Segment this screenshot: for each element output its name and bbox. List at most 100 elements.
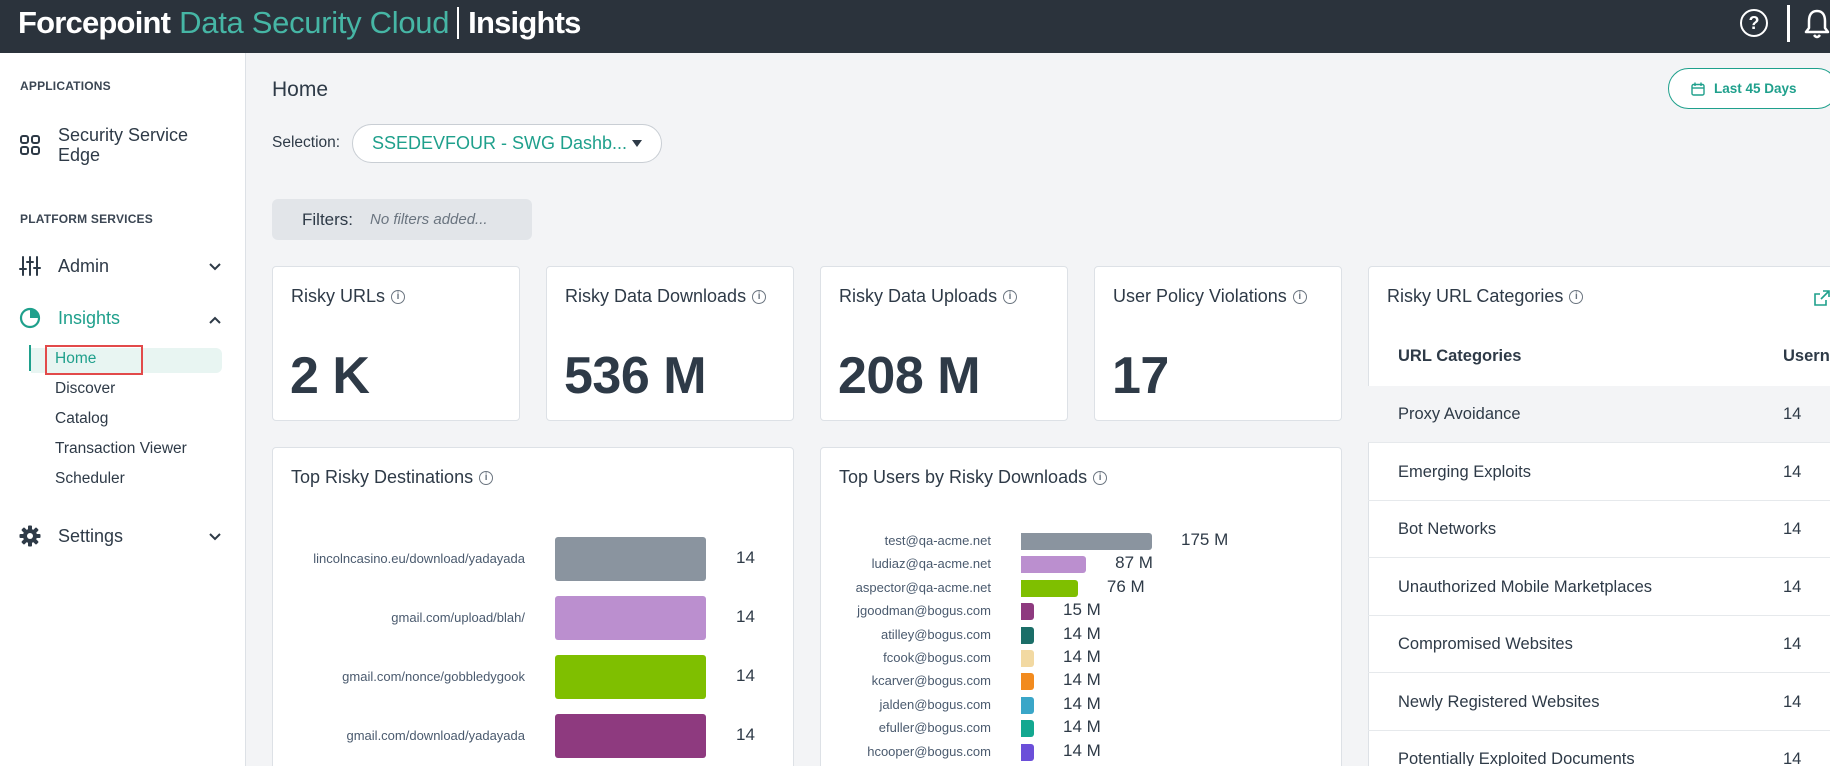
- category-cell: Emerging Exploits: [1398, 462, 1531, 481]
- sidebar-item-scheduler[interactable]: Scheduler: [55, 470, 125, 487]
- user-label: fcook@bogus.com: [883, 650, 991, 665]
- pie-chart-icon: [18, 306, 42, 330]
- user-bar[interactable]: [1021, 603, 1034, 621]
- kpi-card-policy-violations[interactable]: User Policy Violations i 17: [1094, 266, 1342, 421]
- user-row: jalden@bogus.com 14 M: [821, 693, 1341, 715]
- user-bar[interactable]: [1021, 579, 1078, 597]
- chevron-down-icon[interactable]: [208, 260, 222, 274]
- brand-logo[interactable]: Forcepoint Data Security Cloud Insights: [18, 5, 581, 41]
- user-value: 76 M: [1106, 576, 1145, 596]
- kpi-title: User Policy Violations i: [1113, 286, 1307, 307]
- selection-dropdown[interactable]: SSEDEVFOUR - SWG Dashb...: [352, 124, 662, 163]
- user-value: 14 M: [1063, 623, 1101, 643]
- info-icon[interactable]: i: [1093, 470, 1108, 485]
- table-row[interactable]: Potentially Exploited Documents 14: [1368, 731, 1830, 766]
- destination-bar[interactable]: [555, 714, 706, 758]
- platform-heading: PLATFORM SERVICES: [20, 212, 153, 226]
- selection-value: SSEDEVFOUR - SWG Dashb...: [372, 133, 628, 153]
- destination-bar[interactable]: [555, 655, 706, 699]
- user-bar[interactable]: [1021, 556, 1087, 574]
- info-icon[interactable]: i: [1292, 289, 1307, 304]
- destination-value: 14: [736, 725, 755, 744]
- sidebar-item-discover[interactable]: Discover: [55, 380, 116, 397]
- sidebar: APPLICATIONS Security Service Edge PLATF…: [0, 53, 246, 766]
- top-users-risky-downloads-card: Top Users by Risky Downloads i test@qa-ac…: [820, 447, 1342, 766]
- user-bar[interactable]: [1021, 743, 1034, 761]
- user-label: kcarver@bogus.com: [871, 673, 991, 689]
- destination-row: lincolncasino.eu/download/yadayada 14: [273, 537, 793, 581]
- info-icon[interactable]: i: [752, 289, 767, 304]
- user-bar[interactable]: [1021, 673, 1034, 691]
- sidebar-item-catalog[interactable]: Catalog: [55, 410, 109, 427]
- user-bar[interactable]: [1021, 696, 1034, 714]
- kpi-card-risky-downloads[interactable]: Risky Data Downloads i 536 M: [546, 266, 794, 421]
- sidebar-item-label: Insights: [58, 307, 121, 328]
- sidebar-item-insights[interactable]: Insights: [18, 306, 120, 330]
- count-cell: 14: [1783, 635, 1802, 653]
- user-row: fcook@bogus.com 14 M: [821, 647, 1341, 668]
- top-risky-destinations-card: Top Risky Destinations i lincolncasino.eu…: [272, 447, 794, 766]
- kpi-title: Risky Data Uploads i: [839, 286, 1018, 307]
- sidebar-item-home[interactable]: Home: [55, 350, 97, 367]
- user-row: jgoodman@bogus.com 15 M: [821, 600, 1341, 621]
- destination-bar[interactable]: [555, 596, 706, 640]
- bell-icon[interactable]: [1802, 8, 1830, 40]
- info-icon[interactable]: i: [391, 289, 406, 304]
- user-bar[interactable]: [1021, 626, 1034, 644]
- destination-bar[interactable]: [555, 537, 706, 581]
- user-value: 14 M: [1063, 647, 1101, 666]
- user-value: 14 M: [1063, 693, 1101, 713]
- table-row[interactable]: Emerging Exploits 14: [1368, 444, 1830, 501]
- destination-label: gmail.com/nonce/gobbledygook: [342, 669, 525, 684]
- destination-row: gmail.com/upload/blah/14: [273, 596, 793, 640]
- destination-value: 14: [736, 666, 755, 685]
- sidebar-item-settings[interactable]: Settings: [18, 524, 123, 548]
- chevron-down-icon[interactable]: [208, 530, 222, 544]
- info-icon[interactable]: i: [1569, 289, 1584, 304]
- user-row: atilley@bogus.com 14 M: [821, 623, 1341, 645]
- info-icon[interactable]: i: [479, 470, 494, 485]
- sidebar-item-admin[interactable]: Admin: [18, 254, 109, 278]
- kpi-card-risky-urls[interactable]: Risky URLs i 2 K: [272, 266, 520, 421]
- table-row[interactable]: Compromised Websites 14: [1368, 616, 1830, 673]
- external-link-icon[interactable]: [1814, 290, 1830, 306]
- product-name: Data Security Cloud: [179, 5, 450, 40]
- module-name: Insights: [468, 5, 581, 40]
- column-header-url-categories[interactable]: URL Categories: [1398, 347, 1522, 365]
- table-row[interactable]: Unauthorized Mobile Marketplaces 14: [1368, 559, 1830, 616]
- user-value: 87 M: [1115, 553, 1153, 573]
- column-header-usernames[interactable]: Usern: [1783, 347, 1830, 365]
- user-label: test@qa-acme.net: [884, 533, 991, 548]
- filters-bar[interactable]: Filters: No filters added...: [272, 199, 532, 240]
- destination-label: lincolncasino.eu/download/yadayada: [313, 551, 525, 566]
- user-row: kcarver@bogus.com 14 M: [821, 670, 1341, 691]
- calendar-icon: [1691, 82, 1705, 96]
- table-row[interactable]: Proxy Avoidance 14: [1368, 386, 1830, 443]
- caret-down-icon: [632, 140, 642, 147]
- help-icon[interactable]: ?: [1740, 9, 1768, 37]
- count-cell: 14: [1783, 577, 1802, 596]
- count-cell: 14: [1783, 405, 1802, 423]
- kpi-card-risky-uploads[interactable]: Risky Data Uploads i 208 M: [820, 266, 1068, 421]
- info-icon[interactable]: i: [1003, 289, 1018, 304]
- chevron-up-icon[interactable]: [208, 313, 222, 327]
- table-row[interactable]: Newly Registered Websites 14: [1368, 674, 1830, 731]
- date-range-button[interactable]: Last 45 Days: [1668, 68, 1830, 109]
- user-bar[interactable]: [1021, 720, 1034, 738]
- user-bar[interactable]: [1021, 650, 1034, 667]
- table-title: Risky URL Categories i: [1387, 286, 1584, 307]
- destination-row: gmail.com/download/yadayada 14: [273, 714, 793, 758]
- kpi-title: Risky Data Downloads i: [565, 286, 767, 307]
- sidebar-item-sse[interactable]: Security Service Edge: [18, 125, 218, 165]
- user-label: atilley@bogus.com: [880, 626, 991, 642]
- count-cell: 14: [1783, 520, 1802, 538]
- kpi-title: Risky URLs i: [291, 286, 406, 307]
- table-row[interactable]: Bot Networks 14: [1368, 501, 1830, 558]
- home-highlight: [31, 348, 222, 373]
- category-cell: Bot Networks: [1398, 520, 1497, 538]
- kpi-value: 17: [1112, 347, 1169, 405]
- risky-url-categories-card: Risky URL Categories i: [1368, 266, 1830, 766]
- user-bar[interactable]: [1021, 533, 1152, 550]
- sidebar-item-transaction-viewer[interactable]: Transaction Viewer: [55, 440, 187, 457]
- destination-row: gmail.com/nonce/gobbledygook 14: [273, 655, 793, 699]
